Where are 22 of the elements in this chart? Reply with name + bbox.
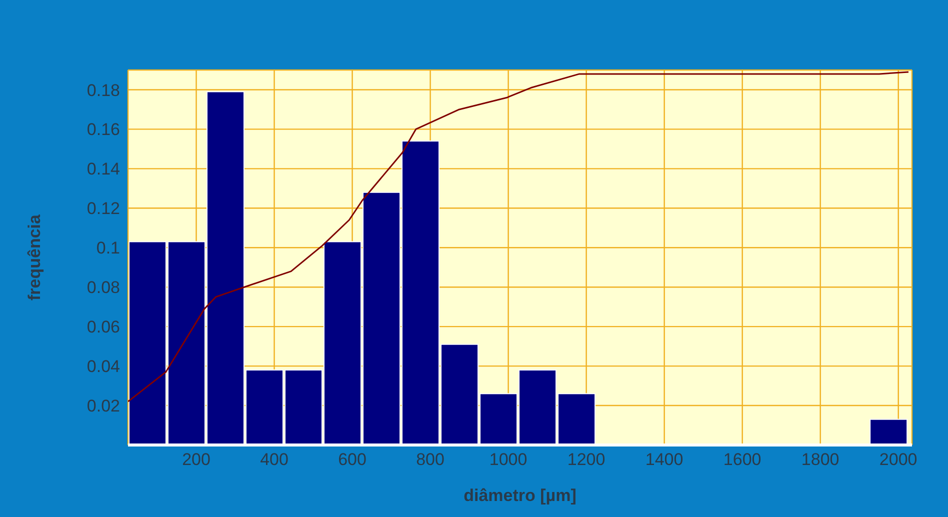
x-tick-label: 1600 (723, 450, 762, 470)
x-tick-label: 400 (260, 450, 288, 470)
y-tick-label: 0.12 (86, 199, 120, 218)
y-tick-label: 0.14 (86, 160, 120, 179)
y-tick-label: 0.06 (86, 318, 120, 337)
x-tick-label: 1200 (567, 450, 606, 470)
x-tick-label: 200 (182, 450, 210, 470)
x-tick-label: 1400 (645, 450, 684, 470)
y-tick-label: 0.1 (96, 238, 120, 258)
y-tick-label: 0.04 (86, 357, 120, 376)
x-tick-label: 1800 (801, 450, 840, 470)
y-axis-title: frequência (25, 214, 44, 300)
y-tick-label: 0.02 (86, 396, 120, 416)
x-tick-label: 1000 (489, 450, 528, 470)
y-tick-label: 0.08 (86, 278, 120, 298)
x-tick-label: 2000 (879, 450, 918, 470)
line-series (128, 71, 910, 402)
y-tick-label: 0.18 (86, 80, 120, 100)
y-tick-label: 0.16 (86, 120, 120, 140)
x-tick-label: 600 (338, 450, 366, 470)
x-axis-title: diâmetro [µm] (464, 486, 576, 505)
x-tick-label: 800 (416, 450, 444, 470)
